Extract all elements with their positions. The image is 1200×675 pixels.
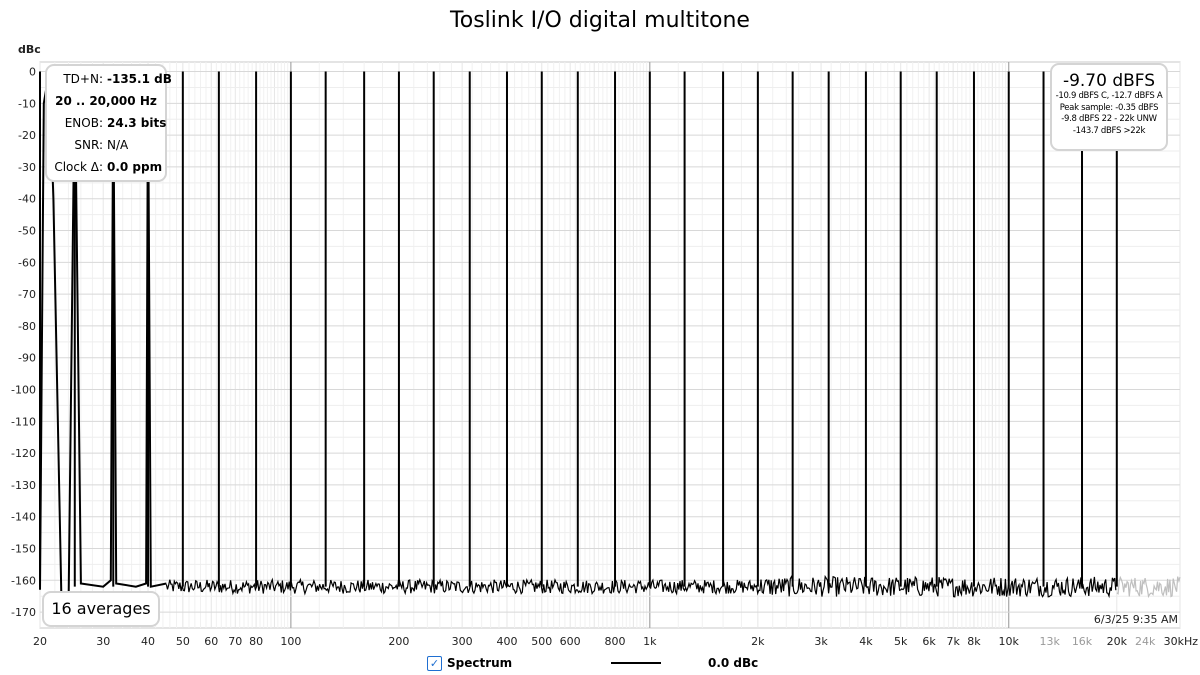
timestamp: 6/3/25 9:35 AM [1093,613,1178,626]
x-tick-label: 800 [605,635,626,648]
distortion-stats-panel: TD+N: -135.1 dB 20 .. 20,000 Hz ENOB: 24… [45,64,172,182]
x-tick-label: 3k [814,635,828,648]
x-tick-label: 7k [946,635,960,648]
y-tick-label: -10 [18,97,36,110]
y-tick-label: -130 [11,479,36,492]
y-tick-label: -20 [18,129,36,142]
x-tick-label: 600 [560,635,581,648]
x-tick-label: 30 [96,635,110,648]
x-tick-label: 40 [141,635,155,648]
chart-title: Toslink I/O digital multitone [450,8,750,33]
y-axis-label: dBc [18,43,41,56]
y-tick-label: -90 [18,352,36,365]
y-tick-label: 0 [29,66,36,79]
y-tick-label: -100 [11,384,36,397]
y-tick-label: -30 [18,161,36,174]
clock-value: 0.0 ppm [107,160,163,174]
x-tick-label: 5k [894,635,908,648]
level-panel: -9.70 dBFS -10.9 dBFS C, -12.7 dBFS A Pe… [1050,63,1168,151]
x-tick-label: 8k [967,635,981,648]
averages-badge: 16 averages [42,591,160,627]
y-tick-label: -140 [11,511,36,524]
legend-label[interactable]: Spectrum [447,656,513,670]
y-tick-label: -70 [18,288,36,301]
snr-value: N/A [107,138,129,152]
legend: ✓ Spectrum 0.0 dBc [0,654,1200,674]
tdn-label: TD+N: [63,72,103,86]
x-tick-label: 100 [280,635,301,648]
enob-label: ENOB: [64,116,103,130]
x-tick-label: 10k [999,635,1020,648]
level-main-value: -9.70 dBFS [1062,71,1156,91]
x-tick-label: 60 [204,635,218,648]
x-tick-label: 1k [643,635,657,648]
y-tick-label: -80 [18,320,36,333]
legend-value: 0.0 dBc [708,656,759,670]
x-tick-label: 2k [751,635,765,648]
tdn-value: -135.1 dB [107,72,172,86]
level-above-22k: -143.7 dBFS >22k [1072,125,1146,136]
enob-value: 24.3 bits [107,116,167,130]
y-tick-label: -160 [11,574,36,587]
x-tick-label: 24k [1135,635,1156,648]
legend-line-swatch [611,662,661,664]
x-tick-label: 400 [496,635,517,648]
level-unweighted: -9.8 dBFS 22 - 22k UNW [1061,114,1157,124]
spectrum-checkbox[interactable]: ✓ [427,656,442,671]
y-tick-label: -110 [11,415,36,428]
y-tick-label: -50 [18,225,36,238]
snr-label: SNR: [74,138,103,152]
y-tick-label: -40 [18,193,36,206]
noise-floor-trace [165,574,1117,599]
y-tick-label: -170 [11,606,36,619]
x-tick-label: 13k [1039,635,1060,648]
x-tick-label: 20 [33,635,47,648]
y-tick-label: -120 [11,447,36,460]
x-tick-label: 50 [176,635,190,648]
x-tick-label: 16k [1072,635,1093,648]
x-tick-label: 20k [1107,635,1128,648]
x-tick-label: 70 [228,635,242,648]
level-peak-sample: Peak sample: -0.35 dBFS [1059,102,1159,113]
x-tick-label: 500 [531,635,552,648]
band-value: 20 .. 20,000 Hz [55,94,157,108]
x-tick-label: 200 [388,635,409,648]
x-tick-label: 4k [859,635,873,648]
plot-area [39,61,1181,629]
noise-floor-out-of-band [1116,575,1181,599]
y-tick-label: -150 [11,543,36,556]
y-tick-label: -60 [18,256,36,269]
level-weighted: -10.9 dBFS C, -12.7 dBFS A [1055,91,1163,101]
clock-label: Clock Δ: [54,160,103,174]
x-tick-label: 30kHz [1164,635,1199,648]
x-tick-label: 300 [452,635,473,648]
x-tick-label: 80 [249,635,263,648]
x-tick-label: 6k [922,635,936,648]
